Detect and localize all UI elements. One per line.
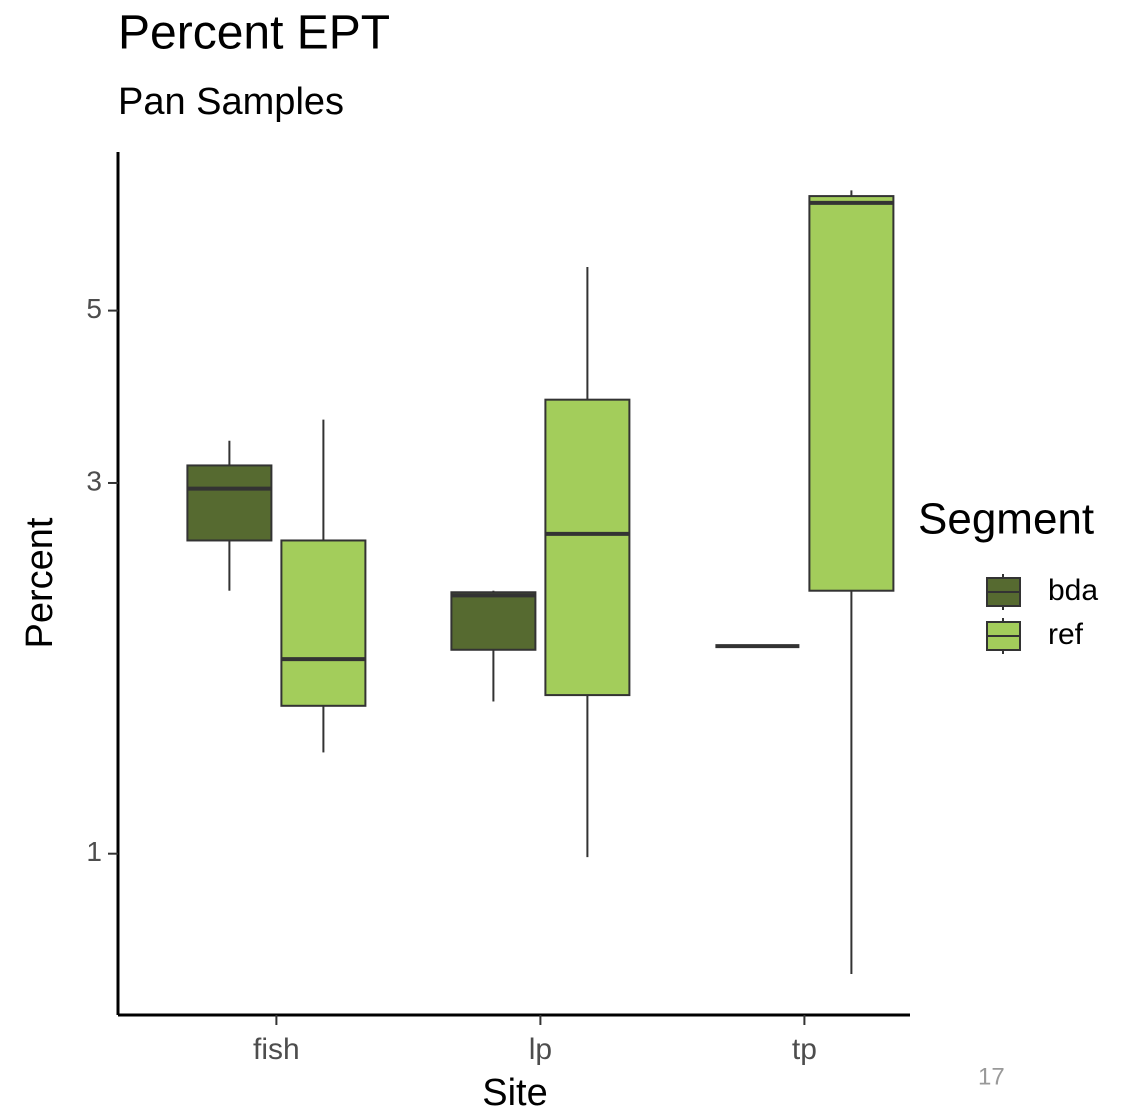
legend-title: Segment: [918, 495, 1094, 544]
legend-label: ref: [1048, 618, 1084, 651]
box: [544, 398, 631, 697]
x-tick-label: fish: [253, 1033, 300, 1066]
y-tick-label: 1: [86, 836, 102, 867]
box: [808, 195, 895, 592]
chart-subtitle: Pan Samples: [118, 81, 344, 123]
x-tick-label: lp: [529, 1033, 552, 1066]
legend-label: bda: [1048, 574, 1098, 607]
page-number: 17: [978, 1063, 1005, 1090]
y-tick-label: 3: [86, 465, 102, 496]
x-axis-label: Site: [482, 1072, 547, 1112]
box: [280, 539, 367, 707]
box: [186, 464, 273, 542]
box: [450, 591, 537, 651]
y-tick-label: 5: [86, 293, 102, 324]
chart-title: Percent EPT: [118, 7, 390, 60]
x-tick-label: tp: [792, 1033, 817, 1066]
y-axis-label: Percent: [19, 517, 61, 648]
